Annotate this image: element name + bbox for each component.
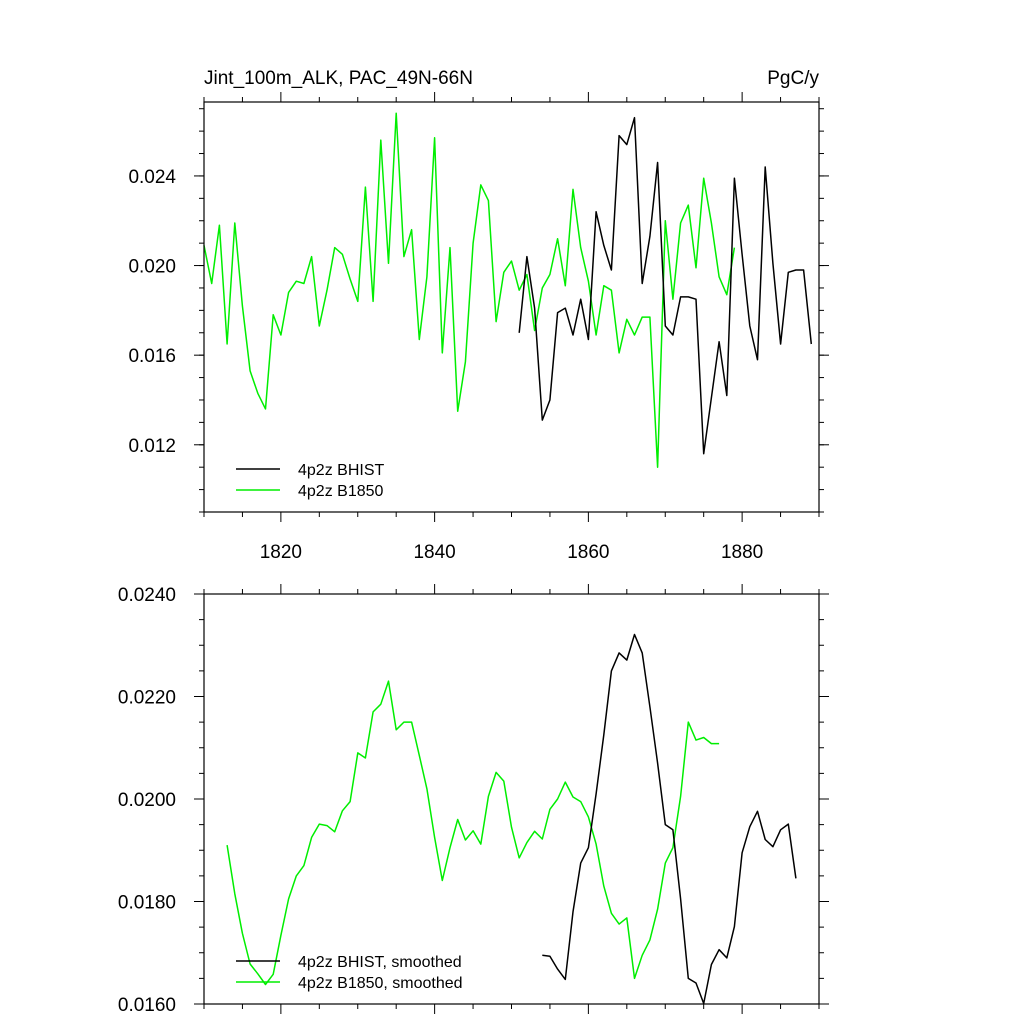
- top-panel-ticks: [194, 92, 829, 522]
- bottom-plot-frame: [203, 593, 820, 1005]
- y-tick-label: 0.0240: [118, 585, 176, 606]
- top-plot-frame: [203, 101, 820, 513]
- x-tick-label: 1880: [721, 542, 763, 563]
- top-chart-title: Jint_100m_ALK, PAC_49N-66N: [204, 68, 473, 89]
- bottom-legend-label-bhist: 4p2z BHIST, smoothed: [298, 954, 462, 971]
- series-line-b1850: [226, 680, 720, 986]
- series-line-bhist: [518, 116, 813, 455]
- x-tick-label: 1840: [413, 542, 455, 563]
- top-y-tick-labels: 0.012 0.016 0.020 0.024: [128, 167, 176, 457]
- top-panel: Jint_100m_ALK, PAC_49N-66N PgC/y 0.0120.…: [128, 68, 829, 563]
- series-line-b1850: [203, 112, 736, 468]
- bottom-y-tick-labels: 0.0160 0.0180 0.0200 0.0220 0.0240: [118, 585, 176, 1016]
- y-tick-label: 0.024: [128, 167, 176, 188]
- series-line-bhist: [542, 633, 797, 1005]
- y-tick-label: 0.0200: [118, 790, 176, 811]
- y-tick-label: 0.0220: [118, 688, 176, 709]
- top-legend-label-b1850: 4p2z B1850: [298, 483, 384, 500]
- bottom-legend: 4p2z BHIST, smoothed 4p2z B1850, smoothe…: [236, 954, 463, 992]
- bottom-panel-series: [226, 633, 797, 1005]
- top-chart-units: PgC/y: [767, 68, 819, 89]
- y-tick-label: 0.0180: [118, 893, 176, 914]
- y-tick-label: 0.0160: [118, 995, 176, 1016]
- y-tick-label: 0.020: [128, 257, 176, 278]
- bottom-panel: 0.0160 0.0180 0.0200 0.0220 0.0240 4p2z BHIS…: [118, 584, 829, 1016]
- top-legend: 4p2z BHIST 4p2z B1850: [236, 462, 384, 500]
- y-tick-label: 0.016: [128, 346, 176, 367]
- x-tick-label: 1820: [260, 542, 302, 563]
- y-tick-label: 0.012: [128, 436, 176, 457]
- x-tick-label: 1860: [567, 542, 609, 563]
- top-panel-series: [203, 112, 813, 468]
- bottom-panel-ticks: [194, 584, 829, 1014]
- top-x-tick-labels: 1820 1840 1860 1880: [260, 542, 764, 563]
- top-legend-label-bhist: 4p2z BHIST: [298, 462, 384, 479]
- bottom-legend-label-b1850: 4p2z B1850, smoothed: [298, 975, 463, 992]
